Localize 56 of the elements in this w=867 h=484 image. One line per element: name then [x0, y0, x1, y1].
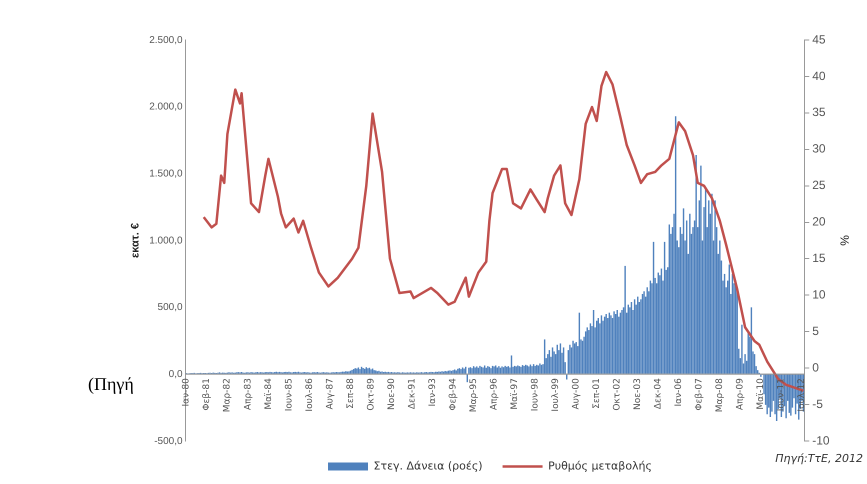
text: Πηγή:ΤτΕ, 2012	[775, 452, 863, 465]
y-tick-label: 1.000,0	[149, 235, 183, 246]
x-tick-label: Απρ-96	[489, 378, 500, 410]
x-tick-label: Μαρ-95	[468, 378, 479, 412]
x-tick-label: Μαϊ-10	[756, 378, 766, 410]
y-tick-label: 1.500,0	[149, 168, 183, 180]
x-tick-label: Ιουν-98	[530, 378, 541, 412]
y-tick-label: 500,0	[158, 302, 183, 314]
y2-tick-label: 30	[812, 142, 826, 156]
text: (Πηγή	[88, 374, 134, 395]
x-tick-label: Σεπ-88	[346, 378, 356, 409]
x-tick-label: Ιαν-06	[674, 378, 684, 406]
y-tick-label: 0,0	[168, 368, 183, 380]
x-tick-label: Ιουλ-12	[797, 378, 808, 412]
x-tick-label: Ιουλ-86	[304, 378, 315, 412]
x-tick-label: Οκτ-02	[612, 378, 623, 411]
x-tick-label: Αυγ-87	[325, 378, 336, 410]
x-tick-label: Απρ-09	[736, 378, 746, 410]
y2-tick-label: 40	[812, 68, 826, 83]
y-axis-title: εκατ. €	[130, 223, 142, 258]
x-tick-label: Φεβ-94	[448, 378, 458, 411]
y2-tick-label: -5	[812, 396, 824, 411]
y2-tick-label: 15	[812, 251, 826, 266]
x-tick-label: Μαρ-82	[222, 378, 233, 412]
x-tick-label: Μαρ-08	[715, 378, 726, 412]
x-tick-label: Αυγ-00	[572, 378, 582, 410]
y-tick-label: 2.500,0	[149, 34, 183, 46]
y2-tick-label: 25	[812, 178, 826, 192]
y2-tick-label: 35	[812, 105, 826, 120]
x-tick-label: Ιουν-11	[776, 378, 787, 412]
y2-tick-label: 10	[812, 287, 826, 302]
y2-tick-label: 0	[812, 360, 820, 374]
x-tick-label: Ιαν-80	[182, 378, 192, 406]
y2-tick-label: 5	[812, 324, 820, 338]
x-tick-label: Μαϊ-84	[264, 378, 274, 410]
x-tick-label: Ιαν-93	[428, 378, 438, 406]
x-tick-label: Ιουν-85	[284, 378, 294, 412]
y2-tick-label: 20	[812, 214, 826, 229]
y2-axis-title: %	[837, 235, 852, 246]
x-tick-label: Σεπ-01	[592, 378, 602, 409]
x-tick-label: Δεκ-91	[407, 378, 418, 410]
x-tick-label: Φεβ-07	[694, 378, 705, 411]
x-tick-label: Δεκ-04	[654, 378, 664, 410]
legend-label: Στεγ. Δάνεια (ροές)	[374, 459, 483, 472]
legend-label: Ρυθμός μεταβολής	[548, 459, 652, 472]
x-tick-label: Ιουλ-99	[551, 378, 562, 412]
x-tick-label: Απρ-83	[243, 378, 254, 410]
y2-tick-label: -10	[812, 433, 830, 448]
x-tick-label: Μαϊ-97	[510, 378, 520, 410]
y-tick-label: 2.000,0	[149, 102, 183, 113]
x-tick-label: Φεβ-81	[202, 378, 212, 411]
x-tick-label: Νοε-90	[386, 378, 397, 410]
y-tick-label: -500,0	[154, 436, 183, 447]
x-tick-label: Οκτ-89	[366, 378, 376, 411]
x-tick-label: Νοε-03	[633, 378, 644, 410]
y2-tick-label: 45	[812, 32, 826, 46]
